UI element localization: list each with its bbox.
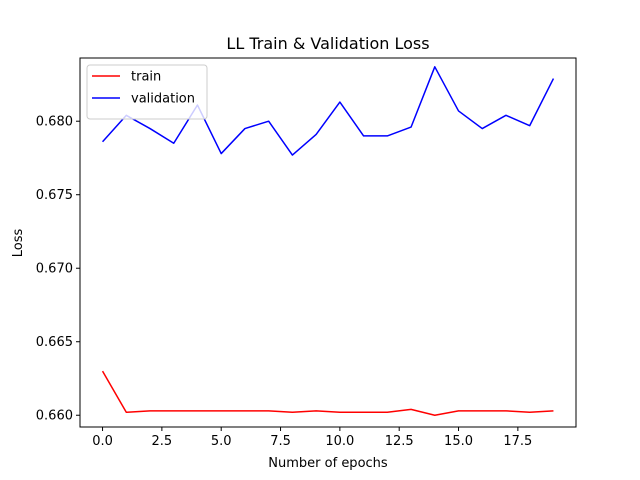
y-axis-label: Loss <box>11 229 26 258</box>
x-tick-label: 17.5 <box>503 434 532 449</box>
x-tick-label: 15.0 <box>444 434 473 449</box>
x-tick-label: 12.5 <box>385 434 414 449</box>
legend: train validation <box>86 64 208 120</box>
x-tick-label: 7.5 <box>270 434 291 449</box>
legend-label-validation: validation <box>131 92 195 107</box>
x-tick-label: 2.5 <box>152 434 173 449</box>
x-axis-label: Number of epochs <box>268 456 388 471</box>
series-layer <box>101 66 555 416</box>
y-tick-label: 0.670 <box>36 262 73 277</box>
chart-title: LL Train & Validation Loss <box>226 34 429 53</box>
legend-box <box>86 64 208 120</box>
axes-ticks: 0.0 2.5 5.0 7.5 10.0 12.5 15.0 17.5 0.660 0.665 0.… <box>36 115 533 449</box>
y-tick-label: 0.665 <box>36 335 73 350</box>
series-line-validation <box>101 66 555 156</box>
series-line-train <box>101 370 554 416</box>
plot-frame <box>79 57 577 428</box>
y-tick-label: 0.675 <box>36 188 73 203</box>
y-tick-label: 0.680 <box>36 115 73 130</box>
legend-label-train: train <box>131 70 161 85</box>
x-tick-label: 10.0 <box>325 434 354 449</box>
x-tick-label: 0.0 <box>92 434 113 449</box>
x-tick-label: 5.0 <box>211 434 232 449</box>
y-tick-label: 0.660 <box>36 409 73 424</box>
